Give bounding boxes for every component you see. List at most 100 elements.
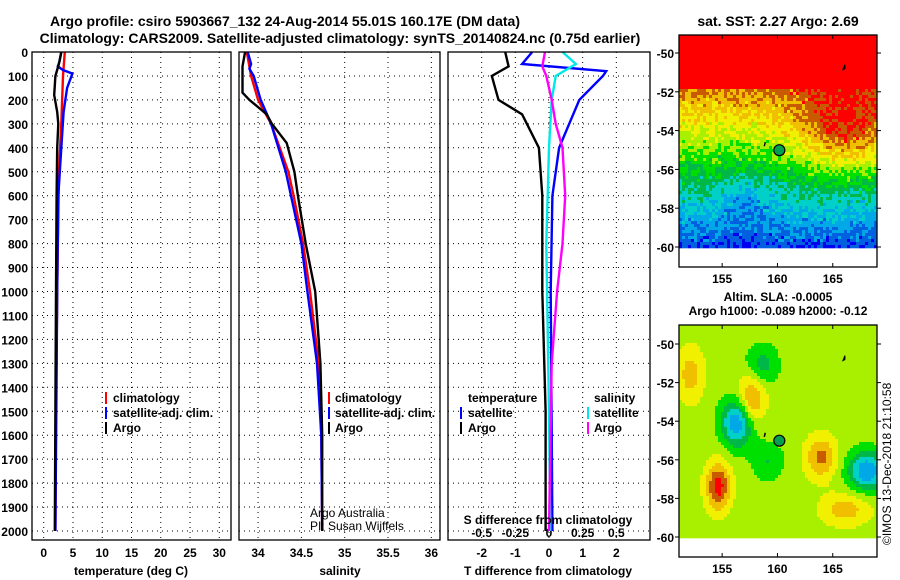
map-cell <box>751 161 755 165</box>
y-tick-label: 300 <box>8 118 28 132</box>
map-cell <box>742 194 746 198</box>
map-cell <box>718 179 722 183</box>
map-cell <box>694 83 698 87</box>
map-cell <box>862 224 866 228</box>
map-cell <box>820 56 824 60</box>
map-cell <box>823 107 827 111</box>
map-cell <box>838 227 842 231</box>
map-cell <box>844 194 848 198</box>
map-cell <box>691 167 695 171</box>
map-cell <box>841 203 845 207</box>
map-cell <box>766 179 770 183</box>
map-cell <box>868 167 872 171</box>
map-cell <box>763 230 767 234</box>
map-cell <box>817 161 821 165</box>
map-cell <box>712 188 716 192</box>
map-cell <box>724 176 728 180</box>
map-cell <box>727 83 731 87</box>
map-cell <box>703 155 707 159</box>
map-cell <box>736 170 740 174</box>
map-cell <box>874 158 878 162</box>
map-cell <box>796 125 800 129</box>
map-cell <box>820 200 824 204</box>
map-cell <box>757 236 761 240</box>
map-cell <box>769 152 773 156</box>
map-cell <box>829 137 833 141</box>
map-cell <box>817 188 821 192</box>
map-cell <box>817 158 821 162</box>
map-cell <box>721 56 725 60</box>
map-cell <box>772 104 776 108</box>
map-cell <box>844 38 848 42</box>
map-cell <box>772 167 776 171</box>
map-cell <box>838 92 842 96</box>
map-cell <box>688 35 692 39</box>
map-cell <box>853 143 857 147</box>
map-cell <box>844 182 848 186</box>
map-cell <box>823 62 827 66</box>
map-cell <box>700 146 704 150</box>
map-cell <box>763 89 767 93</box>
map-cell <box>790 119 794 123</box>
map-cell <box>739 62 743 66</box>
map-cell <box>775 179 779 183</box>
map-cell <box>757 227 761 231</box>
map-cell <box>808 53 812 57</box>
map-cell <box>739 134 743 138</box>
map-cell <box>793 239 797 243</box>
map-cell <box>799 158 803 162</box>
map-cell <box>727 98 731 102</box>
map-cell <box>730 143 734 147</box>
map-cell <box>706 107 710 111</box>
map-cell <box>706 77 710 81</box>
map-cell <box>727 170 731 174</box>
map-cell <box>712 191 716 195</box>
map-cell <box>769 44 773 48</box>
map-cell <box>790 218 794 222</box>
lon-tick-label: 155 <box>712 272 732 286</box>
map-cell <box>874 143 878 147</box>
map-cell <box>700 143 704 147</box>
map-cell <box>733 224 737 228</box>
x-tick-label: 34.5 <box>290 546 314 560</box>
map-cell <box>754 328 758 332</box>
map-cell <box>715 158 719 162</box>
map-cell <box>727 218 731 222</box>
map-cell <box>775 191 779 195</box>
map-cell <box>817 50 821 54</box>
map-cell <box>832 200 836 204</box>
map-cell <box>838 137 842 141</box>
map-cell <box>757 131 761 135</box>
x-tick-label: 0 <box>40 546 47 560</box>
map-cell <box>766 149 770 153</box>
map-cell <box>814 119 818 123</box>
map-cell <box>850 104 854 108</box>
x-tick-label: 15 <box>125 546 139 560</box>
map-cell <box>721 179 725 183</box>
map-cell <box>694 137 698 141</box>
map-cell <box>748 56 752 60</box>
map-cell <box>817 194 821 198</box>
map-cell <box>862 236 866 240</box>
plot-frame <box>238 51 441 541</box>
map-cell <box>703 164 707 168</box>
map-cell <box>856 215 860 219</box>
map-cell <box>817 245 821 249</box>
map-cell <box>826 242 830 246</box>
map-cell <box>685 182 689 186</box>
map-cell <box>712 44 716 48</box>
map-cell <box>784 245 788 249</box>
map-cell <box>778 131 782 135</box>
map-cell <box>712 77 716 81</box>
map-cell <box>766 203 770 207</box>
map-cell <box>754 65 758 69</box>
map-cell <box>790 215 794 219</box>
map-cell <box>718 215 722 219</box>
map-cell <box>838 107 842 111</box>
map-cell <box>706 92 710 96</box>
map-cell <box>811 203 815 207</box>
map-cell <box>721 59 725 63</box>
map-cell <box>832 98 836 102</box>
map-cell <box>811 209 815 213</box>
